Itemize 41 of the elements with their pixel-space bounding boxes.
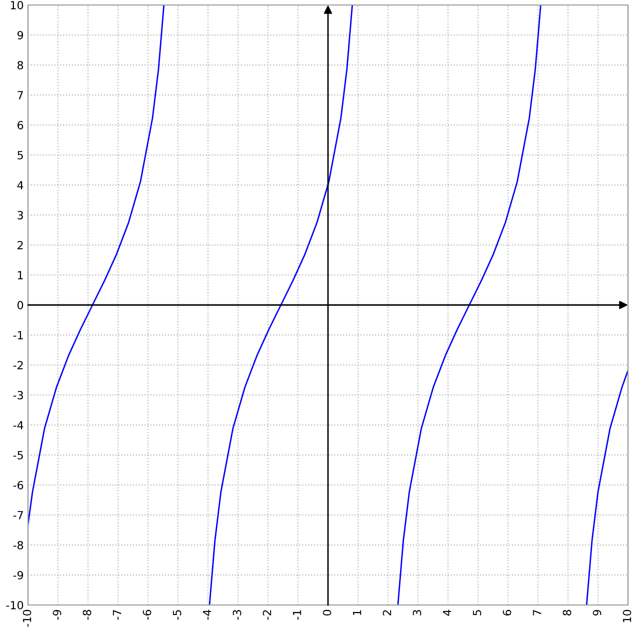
y-tick-label: 10 [10, 0, 24, 10]
x-tick-label: 3 [412, 610, 422, 616]
x-tick-label: -7 [112, 610, 122, 620]
x-tick-label: -3 [232, 610, 242, 620]
x-tick-label: -2 [262, 610, 272, 620]
y-tick-label: -2 [13, 360, 23, 370]
y-tick-label: 1 [18, 271, 23, 280]
x-tick-label: -5 [172, 610, 182, 620]
y-tick-label: 5 [18, 151, 23, 160]
x-tick-label: -4 [202, 610, 212, 620]
x-tick-label: 10 [622, 610, 632, 622]
x-tick-label: 9 [592, 610, 602, 616]
x-tick-label: 1 [352, 610, 362, 616]
y-tick-label: 0 [17, 300, 24, 310]
y-tick-label: 3 [18, 210, 23, 220]
x-tick-label: 6 [502, 610, 512, 616]
y-tick-label: 6 [18, 120, 24, 130]
x-tick-label: 5 [472, 610, 482, 616]
y-tick-label: 7 [18, 91, 23, 100]
y-tick-label: -7 [13, 511, 23, 520]
y-tick-label: 4 [17, 181, 24, 190]
y-tick-label: -1 [13, 331, 23, 340]
y-tick-label: -6 [13, 480, 24, 490]
x-tick-label: -6 [142, 610, 152, 620]
x-tick-label: 0 [322, 610, 332, 616]
y-tick-label: -10 [6, 600, 24, 610]
x-tick-label: 7 [532, 610, 542, 616]
y-tick-label: -5 [13, 451, 23, 460]
y-tick-label: -4 [13, 421, 24, 430]
y-tick-label: 8 [18, 60, 24, 70]
y-tick-label: 2 [18, 240, 23, 250]
y-tick-label: 9 [17, 30, 24, 40]
y-tick-label: -8 [13, 540, 24, 550]
x-tick-label: 8 [562, 610, 572, 616]
x-tick-label: -9 [52, 610, 62, 620]
y-tick-label: -3 [13, 390, 23, 400]
x-tick-label: 2 [382, 610, 392, 616]
x-tick-label: -8 [82, 610, 92, 620]
y-tick-label: -9 [13, 570, 24, 580]
x-tick-label: 4 [442, 610, 452, 616]
x-tick-label: -1 [292, 610, 302, 620]
